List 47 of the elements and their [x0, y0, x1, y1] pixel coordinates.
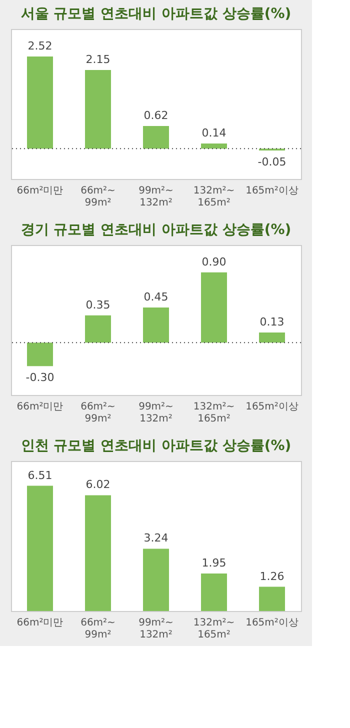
- bar: [201, 574, 227, 611]
- data-label: 6.02: [86, 478, 110, 492]
- x-tick-label: 165m²이상: [246, 186, 298, 196]
- x-tick-label: 66m²미만: [16, 618, 64, 628]
- data-label: 1.26: [260, 570, 284, 583]
- bar: [143, 548, 169, 611]
- data-label: 1.95: [202, 556, 226, 570]
- x-tick-label: 66m²~ 99m²: [80, 402, 116, 424]
- x-tick-label: 165m²이상: [246, 618, 298, 628]
- data-label: 3.24: [144, 532, 168, 545]
- x-tick-label: 99m²~ 132m²: [138, 186, 174, 208]
- x-tick-label: 66m²미만: [16, 186, 64, 196]
- bar: [201, 272, 227, 343]
- data-label: 0.45: [144, 290, 168, 304]
- chart-title: 서울 규모별 연초대비 아파트값 상승률(%): [20, 6, 292, 22]
- data-label: 0.90: [202, 255, 226, 268]
- bar: [259, 586, 285, 611]
- data-label: 0.13: [260, 316, 284, 328]
- x-tick-label: 66m²~ 99m²: [80, 618, 116, 640]
- x-tick-label: 99m²~ 132m²: [138, 618, 174, 640]
- data-label: 2.15: [86, 52, 110, 66]
- bar: [85, 495, 111, 611]
- data-label: 2.52: [28, 39, 52, 52]
- bar: [85, 315, 111, 343]
- x-tick-label: 66m²미만: [16, 402, 64, 412]
- x-tick-label: 165m²이상: [246, 402, 298, 412]
- bar: [27, 56, 53, 149]
- data-label: 0.35: [86, 298, 110, 312]
- bar: [27, 486, 53, 611]
- chart-title: 경기 규모별 연초대비 아파트값 상승률(%): [20, 222, 292, 238]
- data-label: -0.30: [26, 371, 54, 384]
- bar: [201, 144, 227, 149]
- x-tick-label: 66m²~ 99m²: [80, 186, 116, 208]
- bar: [143, 308, 169, 343]
- x-tick-label: 132m²~ 165m²: [193, 186, 235, 208]
- data-label: 0.62: [144, 108, 168, 122]
- chart-title: 인천 규모별 연초대비 아파트값 상승률(%): [20, 438, 292, 454]
- x-tick-label: 132m²~ 165m²: [193, 618, 235, 640]
- x-tick-label: 99m²~ 132m²: [138, 402, 174, 424]
- bar: [27, 342, 53, 366]
- bar: [85, 70, 111, 149]
- bar: [259, 332, 285, 343]
- bar: [143, 126, 169, 149]
- x-tick-label: 132m²~ 165m²: [193, 402, 235, 424]
- data-label: 6.51: [28, 468, 52, 482]
- data-label: 0.14: [202, 126, 226, 140]
- data-label: -0.05: [258, 155, 286, 168]
